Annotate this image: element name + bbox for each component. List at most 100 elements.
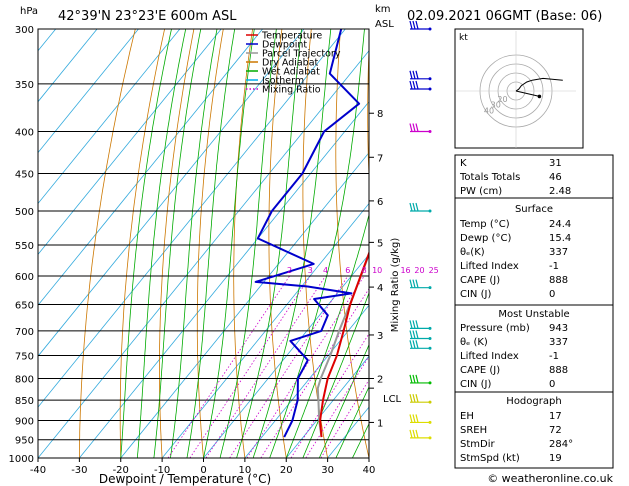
mixing-ratio-label: 25: [429, 266, 439, 275]
most-unstable-label: θₑ (K): [460, 337, 488, 348]
wind-barb-feather: [415, 340, 419, 349]
km-tick-label: 1: [377, 418, 383, 429]
most-unstable-value: 0: [549, 379, 555, 390]
temperature-tick-label: -10: [154, 465, 170, 476]
wind-barb-feather: [412, 320, 416, 329]
mixing-ratio-label: 6: [345, 266, 350, 275]
wind-barb-feather: [415, 330, 419, 339]
index-label: PW (cm): [460, 186, 502, 197]
hpa-unit-label: hPa: [20, 6, 38, 17]
mixing-ratio-label: 16: [400, 266, 410, 275]
pressure-tick-label: 300: [15, 25, 34, 36]
isotherm-line: [161, 202, 369, 458]
hodograph-ring-label: 30: [491, 101, 501, 110]
surface-label: θₑ(K): [460, 247, 485, 258]
hodograph-param-label: StmSpd (kt): [460, 453, 520, 464]
km-tick-label: 5: [377, 238, 383, 249]
wind-barb: [409, 123, 432, 134]
mixing-ratio-label: 3: [308, 266, 313, 275]
wind-barb-feather: [412, 330, 416, 339]
temperature-line: [319, 250, 369, 438]
wind-barb-dot: [428, 336, 432, 340]
surface-label: Lifted Index: [460, 261, 519, 272]
wind-barb-feather: [415, 394, 419, 403]
temperature-tick-label: 40: [363, 465, 376, 476]
wind-barb: [409, 374, 432, 385]
surface-label: Temp (°C): [459, 219, 510, 230]
pressure-axis: 300 350 400 450 500 550 600 650 700 750 800 850 900 9…: [9, 25, 34, 465]
wind-barb-feather: [412, 123, 416, 132]
wind-barb: [409, 80, 432, 91]
lcl-label: LCL: [383, 394, 402, 405]
most-unstable-value: 888: [549, 365, 568, 376]
mixing-ratio-line: [189, 275, 311, 458]
isotherm-line: [38, 29, 222, 256]
wind-barb: [409, 394, 432, 404]
mixing-ratio-line: [229, 275, 349, 458]
temperature-tick-label: 10: [239, 465, 252, 476]
mixing-ratio-line: [305, 355, 369, 458]
wind-barb-feather: [412, 20, 416, 30]
stability-tables: K 31 Totals Totals 46 PW (cm) 2.48 Surface Temp…: [454, 154, 614, 469]
sounding-profiles: [254, 29, 369, 438]
index-value: 31: [549, 158, 562, 169]
pressure-tick-label: 450: [15, 169, 34, 180]
hodograph-param-value: 17: [549, 411, 562, 422]
x-axis-title: Dewpoint / Temperature (°C): [99, 472, 271, 486]
indices-surface-frame: [454, 154, 614, 306]
hodograph-kt-label: kt: [459, 33, 468, 43]
wet-adiabat-line: [153, 29, 202, 458]
legend-label: Parcel Trajectory: [262, 49, 341, 60]
km-unit-label: km: [375, 4, 391, 15]
km-tick-label: 7: [377, 153, 383, 164]
wind-barb-feather: [409, 279, 413, 288]
legend-label: Wet Adiabat: [262, 67, 320, 78]
wind-barb-feather: [415, 320, 419, 329]
mixing-ratio-label: 10: [372, 266, 382, 275]
pressure-tick-label: 400: [15, 128, 34, 139]
dewpoint-line: [254, 29, 361, 438]
legend-label: Dry Adiabat: [262, 58, 319, 69]
mixing-ratio-line: [290, 333, 369, 458]
pressure-tick-label: 750: [15, 351, 34, 362]
isotherm-line: [38, 29, 98, 103]
legend-label: Temperature: [261, 31, 322, 42]
surface-value: 888: [549, 275, 568, 286]
dry-adiabat-line: [367, 40, 369, 184]
hodograph-param-label: SREH: [460, 425, 487, 436]
mixing-ratio-labels: 2 3 4 6 8 10 16 20 25: [287, 266, 439, 275]
wind-barb: [409, 70, 432, 81]
pressure-tick-label: 950: [15, 436, 34, 447]
dry-adiabat-line: [335, 29, 369, 458]
wind-barb-dot: [428, 400, 432, 404]
isotherm-line: [285, 355, 369, 458]
wind-barb-dot: [428, 87, 432, 91]
isotherm-line: [79, 101, 369, 458]
mixing-ratio-label: 8: [362, 266, 367, 275]
mixing-ratio-line: [167, 275, 290, 458]
wind-barb-feather: [415, 374, 419, 384]
mixing-ratio-line: [246, 275, 365, 458]
wind-barb: [409, 279, 432, 290]
temperature-tick-label: 0: [200, 465, 206, 476]
isotherm-line: [203, 253, 369, 458]
wind-barb-feather: [412, 414, 416, 423]
altitude-km-axis: 1 2 3 4 5 6 7 8 LCL: [369, 109, 402, 429]
dry-adiabat-line: [399, 29, 452, 458]
index-label: K: [460, 158, 467, 169]
legend-label: Dewpoint: [262, 40, 307, 51]
wind-barb-feather: [415, 20, 419, 30]
pressure-tick-label: 900: [15, 416, 34, 427]
km-tick-label: 4: [377, 283, 383, 294]
dry-adiabat-line: [233, 29, 253, 458]
most-unstable-value: -1: [549, 351, 559, 362]
most-unstable-label: CIN (J): [460, 379, 491, 390]
km-tick-label: 3: [377, 331, 383, 342]
surface-value: -1: [549, 261, 559, 272]
most-unstable-label: Lifted Index: [460, 351, 519, 362]
most-unstable-label: Pressure (mb): [460, 323, 530, 334]
location-header: 42°39'N 23°23'E 600m ASL: [58, 9, 237, 24]
most-unstable-value: 337: [549, 337, 568, 348]
hodograph-ring-label: 20: [497, 95, 507, 104]
